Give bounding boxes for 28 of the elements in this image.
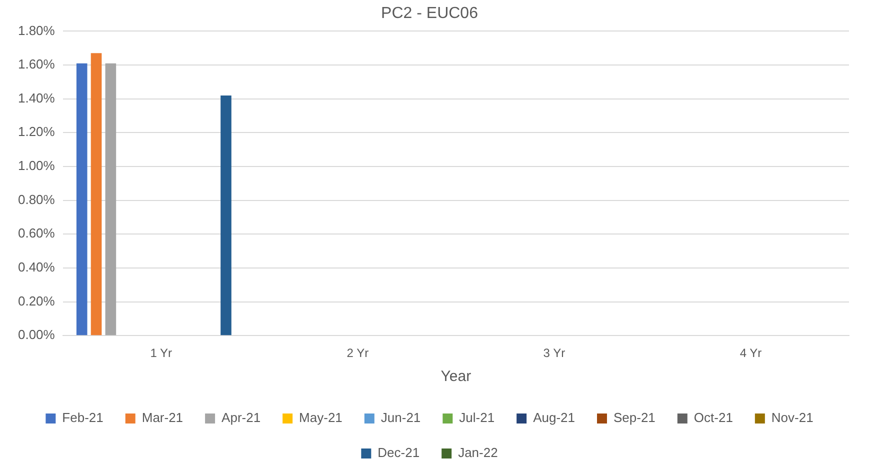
legend-label: May-21 [299, 410, 342, 426]
legend-label: Dec-21 [378, 445, 420, 460]
legend-label: Nov-21 [771, 410, 814, 426]
y-tick-label: 0.20% [18, 293, 56, 308]
y-tick-label: 1.40% [18, 90, 56, 106]
x-tick-label: 4 Yr [740, 346, 762, 360]
legend-label: Jul-21 [459, 410, 495, 426]
legend-label: Mar-21 [142, 410, 184, 426]
legend-label: Feb-21 [62, 410, 104, 426]
y-tick-label: 1.20% [18, 124, 56, 140]
chart-title: PC2 - EUC06 [381, 5, 478, 22]
y-tick-label: 0.80% [18, 192, 56, 207]
legend-label: Aug-21 [533, 410, 575, 426]
legend-label: Sep-21 [613, 410, 656, 426]
x-tick-label: 1 Yr [150, 346, 172, 360]
legend-label: Jun-21 [380, 410, 421, 426]
x-axis-title: Year [440, 368, 472, 386]
legend-label: Apr-21 [222, 410, 261, 426]
x-tick-label: 3 Yr [543, 346, 566, 360]
x-tick-label: 2 Yr [346, 346, 369, 360]
y-tick-label: 0.40% [18, 260, 56, 275]
y-tick-label: 0.60% [18, 226, 56, 241]
y-tick-label: 1.00% [18, 158, 56, 174]
y-tick-label: 1.80% [18, 22, 56, 38]
y-tick-label: 0.00% [18, 327, 56, 342]
y-tick-label: 1.60% [18, 56, 56, 72]
legend-label: Jan-22 [458, 445, 498, 460]
legend-label: Oct-21 [694, 410, 733, 426]
